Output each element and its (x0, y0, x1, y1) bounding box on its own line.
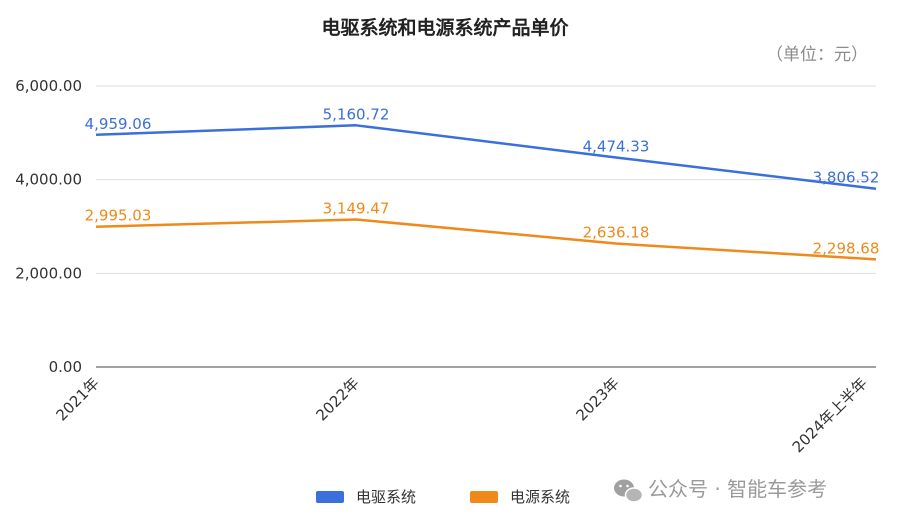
y-axis: 0.00 2,000.00 4,000.00 6,000.00 (15, 77, 82, 376)
x-tick-label: 2024年上半年 (789, 374, 871, 456)
x-tick-label: 2022年 (312, 374, 362, 424)
wechat-icon (614, 479, 644, 503)
legend: 电驱系统 电源系统 (316, 488, 570, 506)
data-label: 5,160.72 (323, 105, 390, 123)
series-line-1 (95, 124, 877, 190)
x-axis: 2021年 2022年 2023年 2024年上半年 (52, 366, 876, 456)
y-tick-label: 2,000.00 (15, 264, 82, 282)
y-tick-label: 0.00 (49, 358, 82, 376)
series-line-2 (95, 218, 877, 261)
data-label: 3,149.47 (323, 199, 390, 217)
data-label: 2,636.18 (583, 224, 650, 242)
chart-title: 电驱系统和电源系统产品单价 (321, 16, 569, 39)
data-label: 2,298.68 (813, 239, 880, 257)
watermark-text: 公众号 · 智能车参考 (648, 477, 827, 501)
y-tick-label: 6,000.00 (15, 77, 82, 95)
legend-swatch (470, 491, 498, 503)
watermark: 公众号 · 智能车参考 (614, 477, 827, 503)
data-label: 2,995.03 (85, 207, 152, 225)
x-tick-label: 2023年 (572, 374, 622, 424)
unit-note: （单位：元） (766, 45, 868, 65)
legend-swatch (316, 491, 344, 503)
legend-label: 电驱系统 (356, 488, 416, 506)
y-tick-label: 4,000.00 (15, 171, 82, 189)
data-label: 4,959.06 (85, 115, 152, 133)
series-layer: 4,959.06 5,160.72 4,474.33 3,806.52 2,995.03… (85, 105, 880, 261)
data-label: 3,806.52 (813, 169, 880, 187)
legend-label: 电源系统 (510, 488, 570, 506)
data-label: 4,474.33 (583, 137, 650, 155)
x-tick-label: 2021年 (52, 374, 102, 424)
gridlines (96, 85, 876, 274)
